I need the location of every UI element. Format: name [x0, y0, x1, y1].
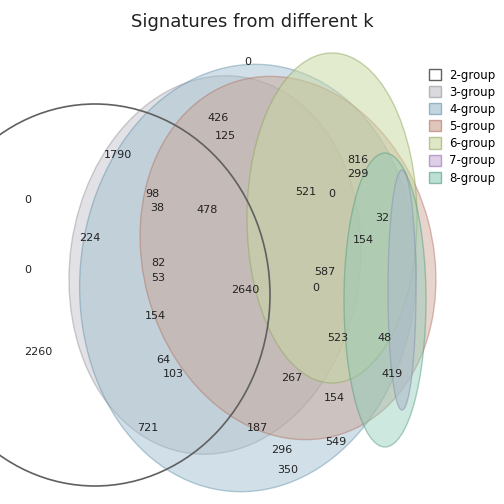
Text: 350: 350: [278, 465, 298, 475]
Text: 721: 721: [138, 423, 159, 433]
Text: 426: 426: [207, 113, 229, 123]
Text: 32: 32: [375, 213, 389, 223]
Text: 523: 523: [328, 333, 349, 343]
Ellipse shape: [247, 53, 417, 383]
Text: 0: 0: [244, 57, 251, 67]
Text: 0: 0: [25, 195, 31, 205]
Ellipse shape: [69, 76, 361, 454]
Text: 98: 98: [145, 189, 159, 199]
Text: 125: 125: [214, 131, 235, 141]
Text: Signatures from different k: Signatures from different k: [131, 13, 373, 31]
Text: 154: 154: [145, 311, 165, 321]
Text: 816: 816: [347, 155, 368, 165]
Text: 0: 0: [312, 283, 320, 293]
Text: 419: 419: [382, 369, 403, 379]
Text: 53: 53: [151, 273, 165, 283]
Ellipse shape: [344, 153, 426, 447]
Text: 587: 587: [314, 267, 336, 277]
Text: 299: 299: [347, 169, 369, 179]
Text: 64: 64: [156, 355, 170, 365]
Text: 154: 154: [324, 393, 345, 403]
Text: 0: 0: [329, 189, 336, 199]
Ellipse shape: [140, 76, 436, 439]
Text: 549: 549: [326, 437, 347, 447]
Text: 1790: 1790: [104, 150, 132, 160]
Text: 521: 521: [295, 187, 317, 197]
Text: 48: 48: [378, 333, 392, 343]
Text: 296: 296: [271, 445, 293, 455]
Text: 224: 224: [79, 233, 101, 243]
Text: 103: 103: [162, 369, 183, 379]
Text: 82: 82: [151, 258, 165, 268]
Text: 0: 0: [25, 265, 31, 275]
Ellipse shape: [80, 65, 416, 492]
Text: 267: 267: [281, 373, 302, 383]
Text: 2260: 2260: [24, 347, 52, 357]
Text: 2640: 2640: [231, 285, 259, 295]
Ellipse shape: [388, 170, 416, 410]
Text: 187: 187: [246, 423, 268, 433]
Text: 154: 154: [352, 235, 373, 245]
Text: 478: 478: [197, 205, 218, 215]
Text: 38: 38: [150, 203, 164, 213]
Legend: 2-group, 3-group, 4-group, 5-group, 6-group, 7-group, 8-group: 2-group, 3-group, 4-group, 5-group, 6-gr…: [427, 67, 498, 187]
